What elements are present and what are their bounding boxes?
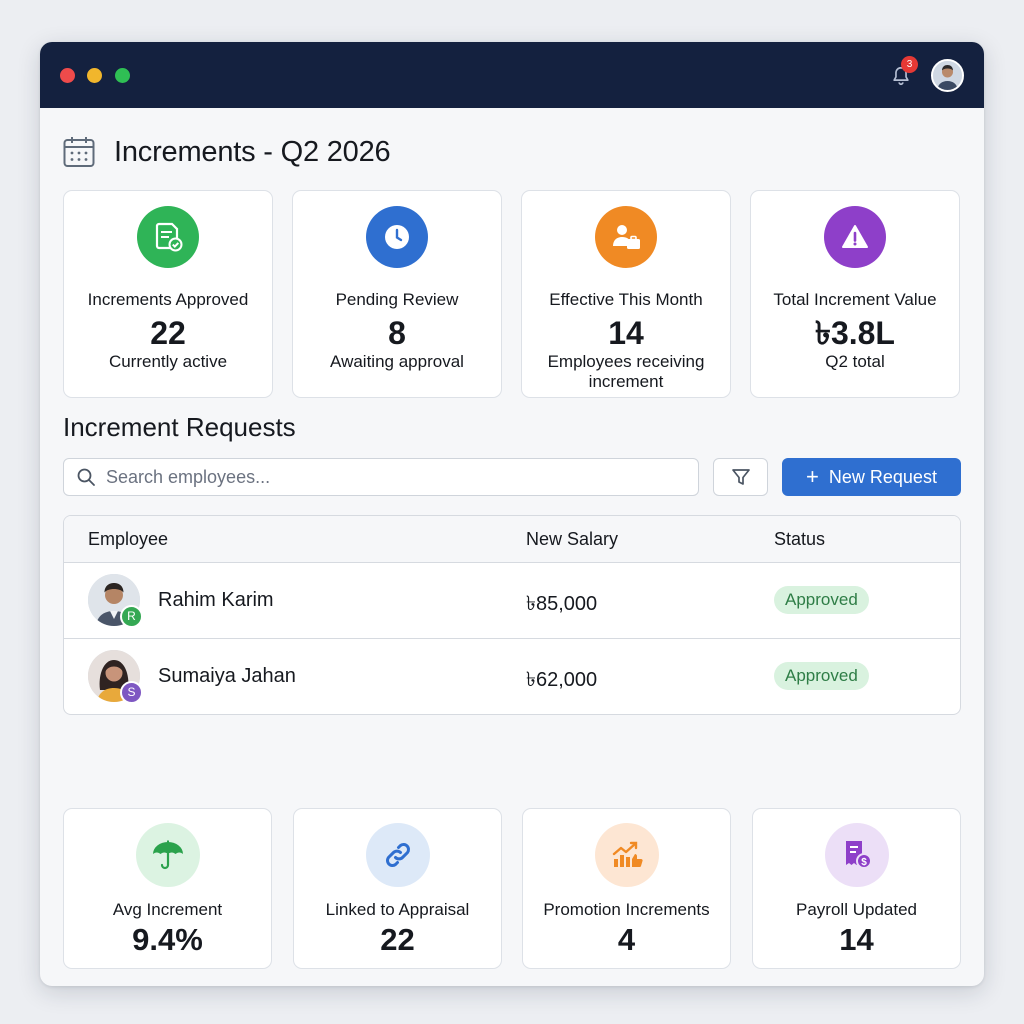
new-request-button[interactable]: + New Request (782, 458, 961, 496)
summary-card-linked-appraisal[interactable]: Linked to Appraisal 22 (293, 808, 502, 969)
avatar-initial-badge: S (120, 681, 143, 704)
stat-value: 8 (388, 315, 406, 351)
title-bar: 3 (40, 42, 984, 108)
plus-icon: + (806, 464, 819, 489)
stat-label: Pending Review (335, 290, 459, 309)
minimize-window-button[interactable] (87, 68, 102, 83)
document-check-icon (137, 206, 199, 268)
search-box[interactable] (63, 458, 699, 496)
svg-text:$: $ (861, 857, 867, 868)
stat-card-total-value[interactable]: Total Increment Value ৳3.8L Q2 total (750, 190, 960, 398)
app-window: 3 Increments - Q2 2026 (40, 42, 984, 986)
warning-icon (824, 206, 886, 268)
employee-name: Rahim Karim (158, 589, 274, 611)
new-salary: ৳85,000 (526, 593, 598, 615)
stat-value: ৳3.8L (815, 315, 895, 351)
summary-label: Avg Increment (112, 900, 223, 919)
stat-subtext: Q2 total (825, 352, 885, 371)
growth-icon (594, 823, 659, 887)
table-row[interactable]: R Rahim Karim ৳85,000 Approved (64, 563, 960, 639)
stat-value: 14 (608, 315, 644, 351)
summary-value: 22 (380, 922, 415, 957)
payroll-icon: $ (824, 823, 889, 887)
stat-card-pending[interactable]: Pending Review 8 Awaiting approval (292, 190, 502, 398)
summary-card-promotion[interactable]: Promotion Increments 4 (522, 808, 731, 969)
summary-value: 14 (839, 922, 874, 957)
close-window-button[interactable] (60, 68, 75, 83)
section-title: Increment Requests (63, 412, 296, 442)
summary-card-avg-increment[interactable]: Avg Increment 9.4% (63, 808, 272, 969)
summary-label: Payroll Updated (796, 900, 917, 919)
clock-icon (366, 206, 428, 268)
summary-value: 4 (617, 922, 636, 957)
status-badge: Approved (774, 662, 869, 690)
column-header-employee[interactable]: Employee (88, 529, 169, 549)
page-title: Increments - Q2 2026 (114, 135, 391, 168)
stat-subtext: Currently active (108, 352, 228, 371)
summary-value: 9.4% (132, 922, 203, 957)
table-header: Employee New Salary Status (64, 516, 960, 563)
column-header-status[interactable]: Status (774, 529, 826, 549)
notification-badge: 3 (901, 56, 918, 73)
umbrella-icon (135, 823, 200, 887)
requests-table: Employee New Salary Status R Rahim Karim… (63, 515, 961, 715)
user-avatar[interactable] (931, 59, 964, 92)
stat-label: Increments Approved (87, 290, 249, 309)
stat-subtext: Awaiting approval (330, 352, 464, 371)
stat-subtext: Employees receiving increment (547, 352, 705, 391)
calendar-icon (63, 137, 95, 167)
stat-label: Total Increment Value (773, 290, 937, 309)
summary-label: Promotion Increments (543, 900, 710, 919)
link-icon (365, 823, 430, 887)
employee-name: Sumaiya Jahan (158, 665, 296, 687)
stat-value: 22 (150, 315, 186, 351)
avatar-initial-badge: R (120, 605, 143, 628)
summary-card-payroll[interactable]: $ Payroll Updated 14 (752, 808, 961, 969)
filter-button[interactable] (713, 458, 768, 496)
stat-card-effective[interactable]: Effective This Month 14 Employees receiv… (521, 190, 731, 398)
search-icon (77, 468, 95, 486)
table-row[interactable]: S Sumaiya Jahan ৳62,000 Approved (64, 639, 960, 714)
column-header-salary[interactable]: New Salary (526, 529, 619, 549)
summary-label: Linked to Appraisal (325, 900, 470, 919)
new-salary: ৳62,000 (526, 669, 598, 691)
status-badge: Approved (774, 586, 869, 614)
new-request-label: New Request (828, 466, 937, 487)
person-briefcase-icon (595, 206, 657, 268)
stat-card-approved[interactable]: Increments Approved 22 Currently active (63, 190, 273, 398)
page-header: Increments - Q2 2026 (62, 132, 391, 172)
maximize-window-button[interactable] (115, 68, 130, 83)
stat-label: Effective This Month (549, 290, 703, 309)
filter-icon (731, 469, 750, 485)
search-input[interactable] (106, 466, 666, 488)
